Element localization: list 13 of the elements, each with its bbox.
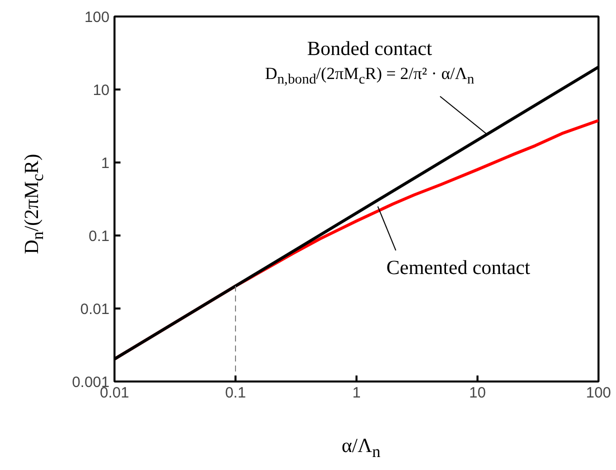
y-tick-label: 1 [101, 155, 110, 172]
x-tick-label: 0.1 [225, 384, 246, 402]
annotation: Bonded contact [307, 38, 432, 60]
y-tick-label: 100 [84, 9, 110, 26]
annotation: D$_{n,bond}$/(2πM$_{c}$R) = 2/π² · α/Λ$_{n}$ [264, 64, 474, 88]
annotation: Cemented contact [386, 257, 530, 279]
x-tick-label: 10 [469, 384, 486, 402]
x-tick-label: 100 [586, 384, 612, 402]
y-tick-label: 10 [92, 82, 110, 99]
y-tick-label: 0.1 [88, 228, 110, 245]
x-axis-title: α/Λ$_{n}$ [342, 435, 380, 461]
y-tick-label: 0.01 [80, 301, 110, 318]
x-tick-label: 1 [352, 384, 361, 402]
